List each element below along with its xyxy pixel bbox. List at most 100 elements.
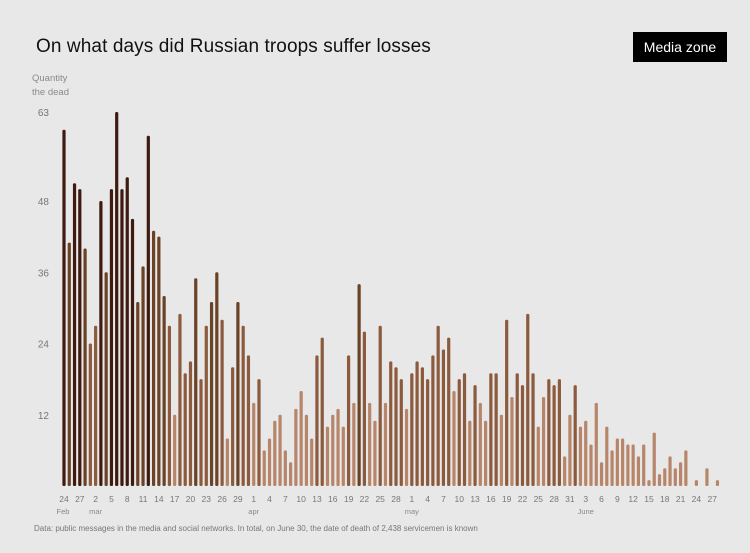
bar	[173, 414, 177, 486]
x-tick-label: 28	[391, 494, 401, 504]
bar	[494, 373, 498, 486]
bar	[642, 444, 646, 486]
bar	[415, 361, 419, 486]
bar	[578, 426, 583, 486]
bar	[99, 201, 103, 487]
y-tick-label: 36	[38, 268, 50, 279]
month-label: may	[405, 507, 419, 516]
bar	[462, 373, 467, 486]
bar	[315, 355, 319, 486]
bar	[341, 426, 345, 486]
bar	[378, 325, 382, 486]
bar	[72, 183, 77, 486]
bar	[130, 218, 135, 486]
x-tick-label: 18	[660, 494, 670, 504]
bar	[668, 456, 672, 486]
x-tick-label: 11	[139, 494, 148, 504]
bar	[652, 432, 656, 486]
bar	[273, 420, 277, 486]
bar	[452, 391, 456, 486]
x-tick-label: 14	[154, 494, 164, 504]
bar	[94, 325, 98, 486]
bar	[188, 361, 193, 486]
bar	[236, 301, 240, 486]
x-tick-label: 10	[455, 494, 465, 504]
bar	[426, 379, 430, 486]
bar	[436, 325, 440, 486]
bar	[541, 396, 546, 486]
bar	[257, 379, 261, 486]
bar	[320, 337, 324, 486]
bar	[410, 373, 414, 486]
bar	[547, 379, 551, 486]
bar	[262, 450, 266, 486]
bar	[278, 414, 282, 486]
bar	[194, 278, 198, 486]
month-label: Feb	[57, 507, 70, 516]
bar	[67, 242, 71, 486]
bar	[431, 355, 435, 486]
bar	[573, 385, 577, 486]
x-tick-label: 23	[202, 494, 212, 504]
bar	[399, 379, 403, 486]
bar	[536, 426, 540, 486]
bar	[252, 402, 256, 486]
bar	[304, 414, 309, 486]
bar	[505, 319, 509, 486]
bar	[199, 379, 203, 486]
bar	[225, 438, 229, 486]
bar	[499, 414, 504, 486]
x-tick-label: 22	[518, 494, 528, 504]
x-tick-label: 3	[583, 494, 588, 504]
bar	[157, 236, 161, 486]
x-tick-label: 1	[251, 494, 256, 504]
y-axis-label: Quantity the dead	[32, 72, 69, 100]
x-tick-label: 4	[267, 494, 272, 504]
x-tick-label: 21	[676, 494, 686, 504]
y-axis-label-line-2: the dead	[32, 87, 69, 98]
y-tick-label: 24	[38, 340, 50, 351]
x-tick-label: 9	[615, 494, 620, 504]
bar	[115, 112, 119, 486]
bar	[383, 402, 388, 486]
bar	[657, 474, 662, 486]
month-label: apr	[248, 507, 259, 516]
y-tick-label: 12	[38, 411, 50, 422]
bar	[368, 402, 372, 486]
x-tick-label: 26	[217, 494, 227, 504]
bar	[520, 385, 525, 486]
x-tick-label: 7	[441, 494, 446, 504]
x-tick-label: 13	[312, 494, 322, 504]
bar	[120, 189, 124, 486]
bar	[552, 385, 556, 486]
x-tick-label: 1	[409, 494, 414, 504]
x-tick-label: 24	[59, 494, 69, 504]
x-axis-ticks: 24 27 2 5 8 11 14 17 20 23 26 29 1 4 7 10 13 16 19 22 25 28 1 4…	[59, 494, 717, 504]
bar	[325, 426, 330, 486]
bar	[231, 367, 235, 486]
bar	[241, 325, 245, 486]
y-tick-label: 63	[38, 108, 50, 119]
bar	[404, 408, 409, 486]
bar	[88, 343, 92, 486]
bar	[209, 301, 214, 486]
bar	[215, 272, 219, 486]
bar	[563, 456, 567, 486]
bar	[125, 177, 129, 487]
bar	[605, 426, 609, 486]
bar	[62, 129, 66, 487]
x-tick-label: 12	[628, 494, 638, 504]
x-tick-label: 20	[186, 494, 196, 504]
bar	[83, 248, 87, 486]
x-tick-label: 17	[170, 494, 180, 504]
month-labels: Feb mar apr may June	[57, 507, 594, 516]
x-tick-label: 6	[599, 494, 604, 504]
bar	[357, 284, 361, 486]
bar	[684, 450, 688, 486]
x-tick-label: 8	[125, 494, 130, 504]
bar	[594, 402, 598, 486]
bar	[599, 462, 604, 486]
bar	[441, 349, 446, 486]
x-tick-label: 27	[707, 494, 717, 504]
